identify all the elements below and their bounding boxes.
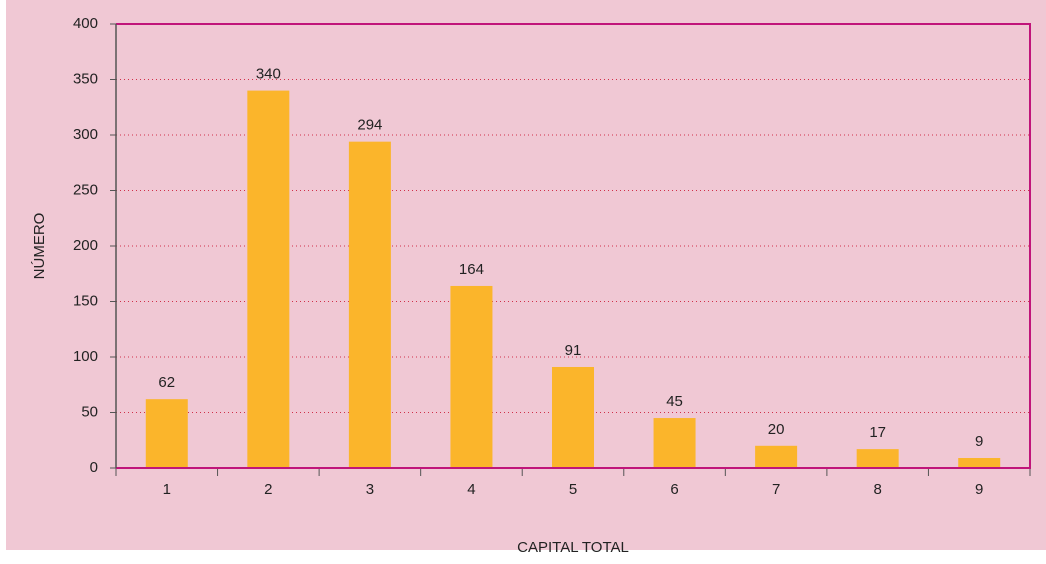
bar <box>145 399 188 468</box>
y-tick-label: 250 <box>73 181 98 198</box>
x-tick-label: 7 <box>772 481 780 498</box>
y-tick-label: 50 <box>81 403 98 420</box>
y-tick-label: 0 <box>90 459 98 476</box>
x-tick-label: 3 <box>366 481 374 498</box>
data-label: 294 <box>357 117 382 134</box>
data-label: 9 <box>975 433 983 450</box>
x-tick-label: 1 <box>163 481 171 498</box>
bar <box>653 418 696 468</box>
y-tick-label: 200 <box>73 237 98 254</box>
y-tick-label: 400 <box>73 15 98 32</box>
bar <box>755 445 798 468</box>
y-tick-label: 350 <box>73 70 98 87</box>
data-label: 45 <box>666 393 683 410</box>
bar <box>552 366 594 468</box>
data-label: 17 <box>869 424 886 441</box>
x-tick-label: 5 <box>569 481 577 498</box>
bar <box>856 449 899 468</box>
x-tick-label: 8 <box>873 481 881 498</box>
x-tick-label: 4 <box>467 481 475 498</box>
x-tick-label: 2 <box>264 481 272 498</box>
bar <box>450 285 493 468</box>
y-tick-label: 100 <box>73 348 98 365</box>
data-label: 164 <box>459 261 484 278</box>
x-axis-label: CAPITAL TOTAL <box>517 539 629 556</box>
data-label: 340 <box>256 66 281 83</box>
y-tick-label: 300 <box>73 126 98 143</box>
y-axis-label: NÚMERO <box>31 213 48 280</box>
x-tick-label: 9 <box>975 481 983 498</box>
data-label: 91 <box>565 342 582 359</box>
bar <box>348 141 391 468</box>
y-tick-label: 150 <box>73 292 98 309</box>
plot-border <box>116 23 1031 469</box>
bar <box>958 458 1001 468</box>
data-label: 62 <box>158 374 175 391</box>
data-label: 20 <box>768 421 785 438</box>
bar <box>247 90 290 468</box>
x-tick-label: 6 <box>670 481 678 498</box>
